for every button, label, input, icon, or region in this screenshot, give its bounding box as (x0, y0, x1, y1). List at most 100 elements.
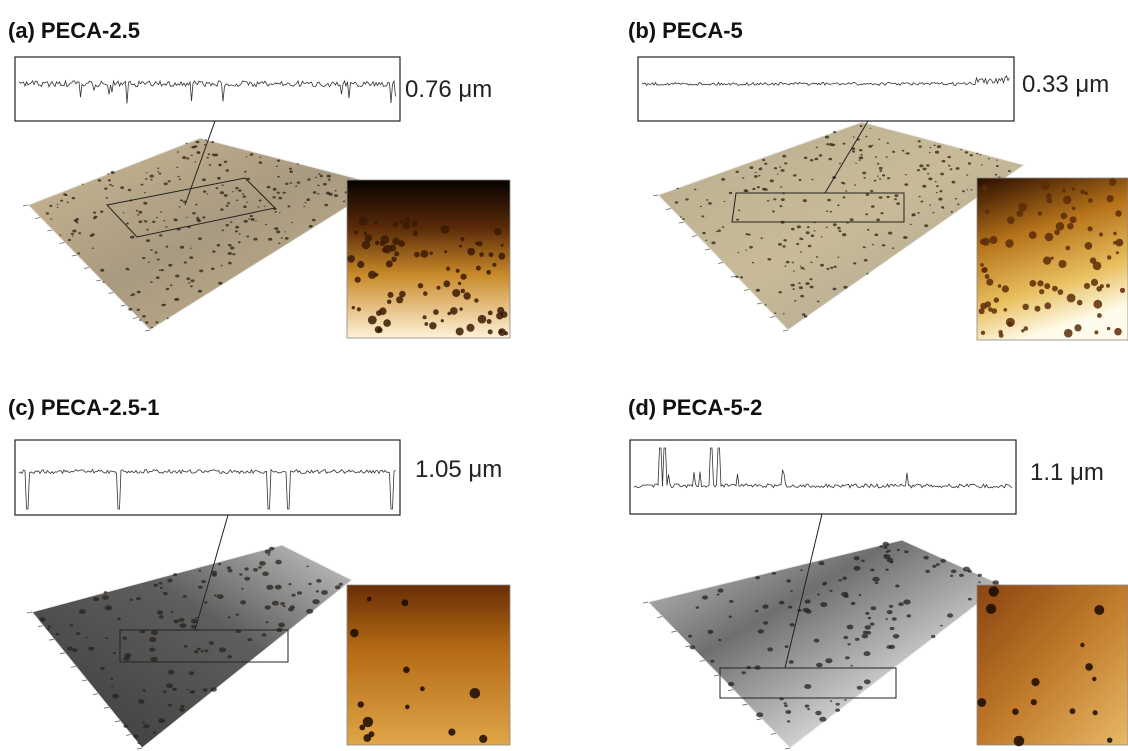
inset-pore (477, 241, 482, 246)
surface-pore (136, 210, 139, 212)
surface-pore (186, 217, 188, 218)
surface-pore (305, 202, 307, 203)
surface-pore (90, 235, 93, 237)
inset-pore (1061, 213, 1068, 220)
inset-pore (1107, 255, 1111, 259)
surface-pore (243, 195, 246, 197)
surface-pore (76, 222, 79, 224)
inset-pore (1041, 182, 1049, 190)
surface-pore (236, 200, 238, 202)
surface-pore (837, 227, 841, 230)
axis-tick (757, 303, 762, 304)
surface-pore (130, 295, 132, 297)
inset-pore (1014, 736, 1025, 747)
inset-pore (1114, 328, 1122, 336)
surface-pore (798, 282, 801, 284)
inset-pore (1090, 257, 1096, 263)
profile-box (15, 440, 400, 515)
surface-pore (189, 671, 195, 675)
surface-pore (767, 647, 773, 651)
surface-pore (950, 575, 953, 577)
surface-pore (799, 286, 803, 289)
surface-pore (211, 141, 214, 143)
surface-pore (297, 591, 302, 595)
surface-pore (205, 649, 209, 652)
surface-pore (180, 623, 187, 628)
surface-pore (782, 155, 786, 158)
surface-pore (190, 691, 194, 694)
axis-tick (23, 205, 28, 206)
inset-pore (363, 734, 371, 742)
surface-pore (843, 196, 846, 198)
surface-pore (816, 663, 823, 668)
inset-pore (433, 309, 439, 315)
surface-pore (877, 176, 879, 177)
inset-pore (383, 319, 391, 327)
surface-pore (864, 259, 868, 262)
surface-pore (159, 234, 162, 236)
surface-pore (104, 187, 107, 189)
surface-pore (862, 634, 869, 639)
axis-tick (700, 660, 705, 661)
surface-pore (912, 215, 914, 216)
inset-pore (479, 252, 484, 257)
surface-pore (871, 606, 877, 610)
surface-pore (308, 583, 311, 585)
surface-pore (700, 206, 702, 207)
surface-pore (978, 574, 982, 577)
surface-pore (243, 205, 247, 208)
surface-pore (137, 291, 141, 294)
surface-pore (150, 249, 153, 251)
surface-pore (150, 657, 157, 662)
surface-pore (163, 690, 167, 693)
surface-pore (805, 599, 811, 603)
surface-pore (803, 608, 810, 613)
sample-name: PECA-2.5-1 (41, 395, 160, 420)
surface-pore (755, 172, 757, 173)
surface-pore (39, 617, 45, 621)
inset-pore (488, 311, 493, 316)
inset-pore (501, 311, 508, 318)
surface-pore (928, 177, 932, 180)
surface-pore (217, 594, 224, 599)
surface-pore (306, 609, 313, 614)
surface-pore (863, 177, 865, 179)
surface-pore (854, 556, 860, 560)
surface-pore (889, 605, 893, 608)
surface-pore (160, 587, 163, 589)
surface-pore (788, 606, 792, 609)
afm-surface (32, 545, 352, 748)
surface-pore (940, 625, 943, 627)
surface-pore (71, 233, 74, 235)
surface-pore (343, 201, 345, 203)
surface-pore (316, 590, 319, 592)
surface-pore (764, 188, 768, 191)
surface-pore (774, 312, 776, 313)
surface-pore (866, 194, 869, 196)
surface-pore (112, 694, 119, 699)
surface-pore (879, 170, 882, 172)
surface-pore (149, 637, 156, 642)
surface-pore (180, 705, 184, 708)
surface-pore (956, 167, 960, 170)
surface-pore (290, 171, 293, 173)
surface-pore (155, 251, 158, 253)
surface-pore (113, 652, 116, 654)
surface-pore (870, 623, 875, 626)
surface-pore (688, 635, 692, 638)
surface-pore (317, 193, 319, 195)
surface-pore (111, 685, 113, 687)
surface-pore (60, 200, 63, 202)
surface-pore (879, 545, 883, 547)
inset-pore (494, 228, 501, 235)
inset-pore (1093, 300, 1102, 309)
surface-pore (706, 199, 708, 201)
surface-pore (179, 206, 181, 207)
surface-pore (988, 158, 990, 159)
surface-pore (880, 212, 883, 214)
inset-pore (352, 306, 355, 309)
surface-pore (247, 638, 252, 641)
surface-pore (936, 185, 939, 187)
inset-pore (350, 629, 359, 638)
surface-pore (179, 618, 185, 622)
